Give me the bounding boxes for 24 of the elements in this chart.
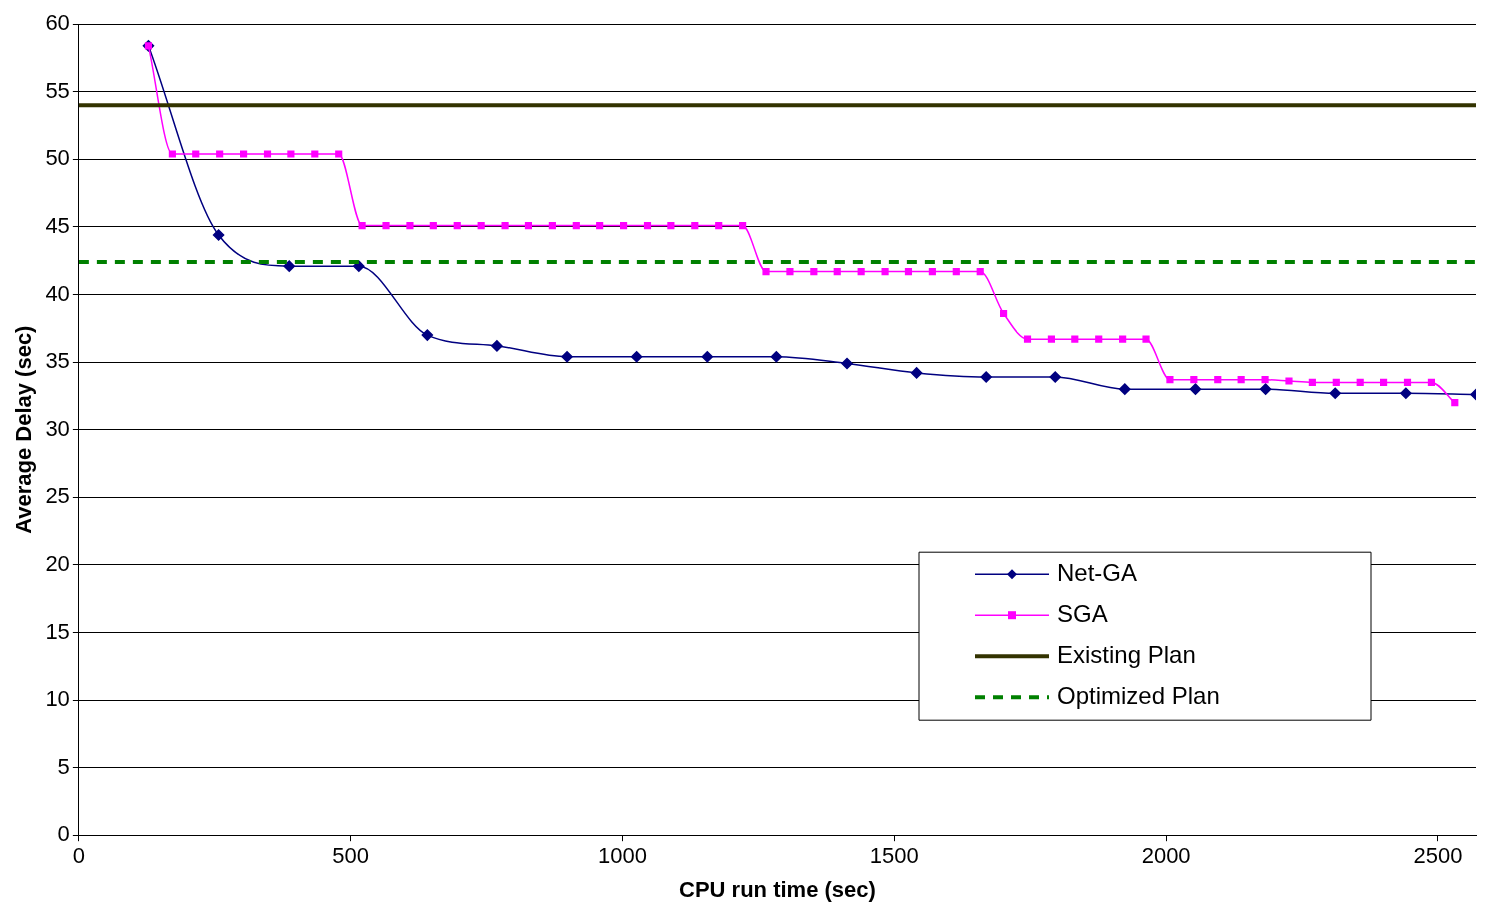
y-tick-label: 35 <box>45 348 70 374</box>
x-tick-label: 500 <box>332 843 370 869</box>
x-tick-label: 2000 <box>1141 843 1191 869</box>
y-tick-label: 45 <box>45 213 70 239</box>
legend-label: Net-GA <box>1057 558 1138 586</box>
legend-label: Existing Plan <box>1057 640 1196 668</box>
y-tick-label: 30 <box>45 415 70 441</box>
x-tick-label: 1500 <box>869 843 919 869</box>
y-tick-label: 5 <box>57 753 70 779</box>
y-axis-title: Average Delay (sec) <box>11 325 37 534</box>
legend-label: SGA <box>1057 599 1108 627</box>
y-tick-label: 55 <box>45 77 70 103</box>
x-tick-label: 2500 <box>1413 843 1463 869</box>
y-tick-label: 40 <box>45 280 70 306</box>
y-tick-label: 60 <box>45 10 70 36</box>
x-tick-label: 1000 <box>598 843 647 869</box>
y-tick-label: 15 <box>45 618 70 644</box>
legend-label: Optimized Plan <box>1057 681 1220 709</box>
y-tick-label: 50 <box>45 145 70 171</box>
x-axis-title: CPU run time (sec) <box>679 876 876 902</box>
y-tick-label: 20 <box>45 550 70 576</box>
y-tick-label: 10 <box>45 686 70 712</box>
y-tick-label: 0 <box>57 821 70 847</box>
y-tick-label: 25 <box>45 483 70 509</box>
